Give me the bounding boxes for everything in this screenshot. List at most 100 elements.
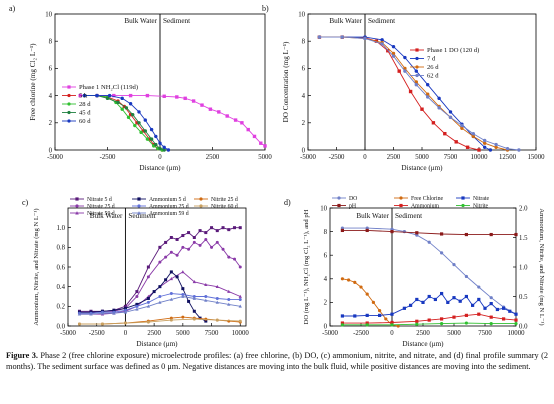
y-tick-label: 0	[49, 147, 53, 154]
legend-label: 62 d	[427, 73, 439, 80]
data-point	[454, 140, 458, 144]
y-tick-label: 4	[302, 93, 306, 100]
data-point	[100, 322, 104, 326]
data-point	[166, 148, 171, 152]
series-c-2	[77, 270, 242, 316]
x-tick-label: 10000	[232, 330, 250, 337]
data-point	[340, 228, 344, 233]
legend-item: 62 d	[410, 73, 439, 80]
x-tick-label: -2500	[100, 154, 116, 161]
series-c-3	[77, 270, 208, 323]
y-tick-label: 2	[302, 120, 306, 127]
data-point	[135, 304, 139, 308]
legend-marker	[137, 204, 141, 208]
data-point	[158, 245, 162, 249]
data-point	[378, 313, 382, 317]
data-point	[158, 295, 162, 298]
data-point	[396, 324, 400, 328]
data-point	[77, 322, 81, 326]
data-point	[162, 145, 166, 149]
data-point	[464, 321, 468, 325]
data-point	[464, 294, 468, 299]
data-point	[408, 89, 413, 94]
series-d-2	[340, 277, 400, 328]
data-point	[128, 102, 133, 106]
data-point	[181, 294, 185, 298]
data-point	[420, 107, 424, 111]
x-axis-label: Distance (μm)	[402, 340, 444, 348]
data-point	[403, 69, 407, 73]
data-point	[240, 121, 244, 125]
x-tick-label: -2500	[329, 154, 345, 161]
data-point	[252, 134, 257, 139]
data-point	[146, 320, 150, 324]
legend-label: Ammonium 59 d	[149, 211, 189, 217]
data-point	[452, 263, 456, 267]
data-point	[505, 146, 510, 151]
series-b-3	[317, 35, 521, 152]
data-point	[120, 107, 124, 111]
data-point	[192, 240, 196, 244]
legend-marker	[67, 85, 71, 89]
data-point	[508, 309, 512, 313]
x-tick-label: 0	[158, 154, 162, 161]
data-point	[415, 297, 419, 302]
y2-tick-label: 1.0	[519, 264, 528, 271]
data-point	[238, 294, 242, 298]
data-point	[460, 126, 464, 130]
data-point	[187, 231, 191, 235]
data-point	[187, 247, 191, 251]
data-point	[390, 320, 394, 325]
panel-label: b)	[262, 4, 269, 13]
data-point	[123, 304, 127, 308]
data-point	[514, 312, 518, 316]
series-d-3	[340, 312, 518, 325]
data-point	[483, 138, 487, 143]
x-tick-label: -5000	[60, 330, 76, 337]
data-point	[169, 318, 173, 322]
data-point	[483, 145, 487, 149]
data-point	[233, 226, 237, 230]
series-c-5	[77, 294, 242, 316]
x-axis-label: Distance (μm)	[401, 164, 443, 172]
x-tick-label: -5000	[300, 154, 316, 161]
data-point	[227, 289, 231, 293]
legend-item: 28 d	[62, 101, 91, 108]
data-point	[414, 69, 418, 73]
series-line	[342, 322, 516, 326]
data-point	[215, 300, 219, 304]
data-point	[120, 96, 124, 101]
legend-marker	[337, 196, 341, 200]
data-point	[204, 282, 208, 287]
legend-marker	[415, 48, 419, 52]
data-point	[123, 308, 127, 312]
data-point	[238, 304, 242, 308]
data-point	[124, 106, 129, 110]
legend-label: Nitrate 5 d	[87, 197, 112, 203]
legend-marker	[399, 203, 403, 208]
data-point	[107, 93, 112, 98]
data-point	[489, 315, 493, 319]
data-point	[488, 148, 493, 152]
x-tick-label: 2500	[387, 154, 401, 161]
x-tick-label: 2500	[416, 330, 430, 337]
x-tick-label: -2500	[89, 330, 105, 337]
data-point	[217, 110, 221, 114]
data-point	[317, 35, 322, 39]
data-point	[143, 118, 147, 122]
y-tick-label: 6	[324, 253, 328, 260]
legend-label: pH	[349, 204, 357, 210]
data-point	[192, 296, 196, 300]
data-point	[340, 35, 344, 39]
y2-tick-label: 0.5	[519, 294, 528, 301]
legend-marker	[461, 203, 465, 208]
data-point	[427, 318, 431, 322]
x-tick-label: -5000	[322, 330, 338, 337]
figure-3: a) -5000 -2500 0 2500 5000 0 2 4 6 8 10 Distance (μm…	[9, 4, 545, 348]
data-point	[365, 228, 369, 233]
y2-tick-label: 2.0	[519, 205, 528, 212]
data-point	[149, 127, 154, 132]
data-point	[192, 279, 196, 284]
legend-marker	[399, 196, 403, 200]
data-point	[227, 228, 231, 232]
